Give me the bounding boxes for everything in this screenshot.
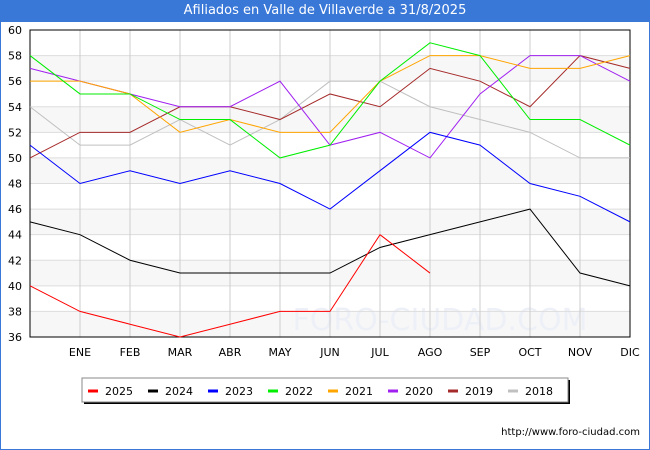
x-tick-label: MAY [269, 346, 292, 359]
x-tick-label: ENE [69, 346, 91, 359]
y-tick-label: 42 [8, 254, 22, 267]
y-tick-label: 50 [8, 152, 22, 165]
x-tick-label: OCT [518, 346, 541, 359]
y-tick-label: 56 [8, 75, 22, 88]
y-tick-label: 36 [8, 331, 22, 344]
legend-label-2024: 2024 [165, 385, 193, 398]
legend-label-2022: 2022 [285, 385, 313, 398]
y-tick-label: 58 [8, 50, 22, 63]
series-line-2022 [29, 42, 631, 159]
chart-title: Afiliados en Valle de Villaverde a 31/8/… [0, 0, 650, 22]
series-line-2019 [29, 55, 631, 159]
legend-label-2018: 2018 [525, 385, 553, 398]
y-tick-label: 54 [8, 101, 22, 114]
x-tick-label: SEP [470, 346, 491, 359]
series-line-2018 [29, 80, 630, 159]
y-tick-label: 46 [8, 203, 22, 216]
legend-label-2025: 2025 [105, 385, 133, 398]
x-tick-label: JUL [370, 346, 389, 359]
series-line-2024 [29, 208, 631, 287]
x-tick-label: DIC [620, 346, 640, 359]
y-tick-label: 44 [8, 229, 22, 242]
legend-box [81, 377, 569, 403]
legend-label-2020: 2020 [405, 385, 433, 398]
x-tick-label: AGO [418, 346, 443, 359]
plot-border [29, 29, 631, 338]
watermark: FORO-CIUDAD.COM [293, 303, 588, 338]
x-tick-label: FEB [120, 346, 141, 359]
x-tick-label: NOV [568, 346, 593, 359]
y-tick-label: 52 [8, 126, 22, 139]
series-line-2025 [29, 233, 431, 338]
x-tick-label: ABR [219, 346, 242, 359]
legend-label-2023: 2023 [225, 385, 253, 398]
series-line-2023 [29, 131, 631, 223]
footer-url[interactable]: http://www.foro-ciudad.com [501, 427, 640, 438]
y-tick-label: 60 [8, 24, 22, 37]
x-tick-label: JUN [319, 346, 340, 359]
legend-label-2019: 2019 [465, 385, 493, 398]
y-tick-label: 40 [8, 280, 22, 293]
y-tick-label: 38 [8, 305, 22, 318]
x-tick-label: MAR [168, 346, 193, 359]
y-tick-label: 48 [8, 178, 22, 191]
legend-label-2021: 2021 [345, 385, 373, 398]
